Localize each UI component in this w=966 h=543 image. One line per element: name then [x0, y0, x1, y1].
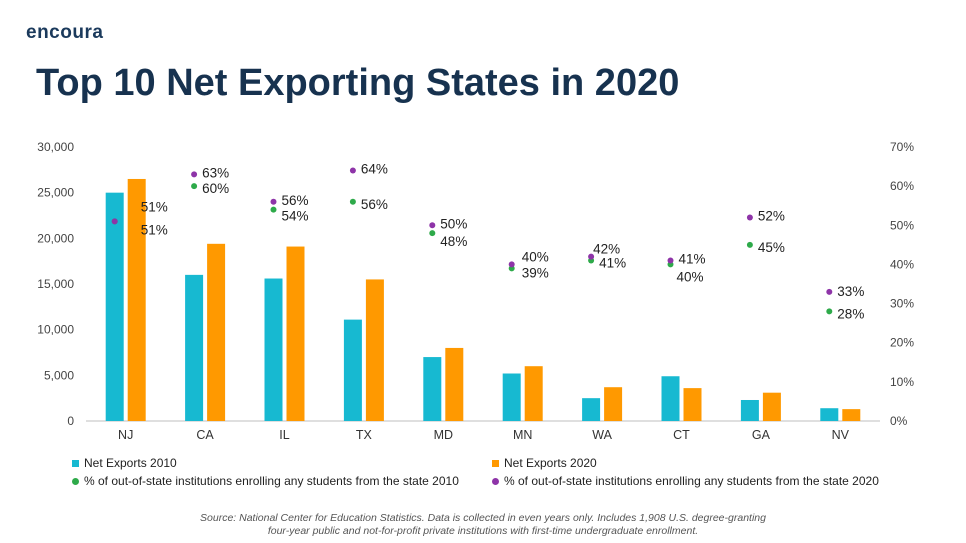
point-pct-2010-il: [270, 206, 277, 213]
right-tick-label: 20%: [890, 336, 914, 350]
left-tick-label: 20,000: [37, 231, 74, 245]
right-tick-label: 30%: [890, 297, 914, 311]
bar-net-2010-nj: [105, 192, 124, 421]
data-label-pct-2010: 39%: [522, 265, 549, 280]
data-label-pct-2010: 28%: [837, 306, 864, 321]
bar-net-2010-nv: [820, 408, 839, 421]
data-label-pct-2020: 40%: [522, 249, 549, 264]
bar-net-2020-ga: [762, 392, 781, 421]
left-tick-label: 0: [67, 414, 74, 428]
point-pct-2010-md: [429, 230, 436, 237]
bar-net-2010-md: [423, 357, 442, 421]
legend-item-net-2020: Net Exports 2020: [492, 456, 597, 470]
data-label-pct-2010: 48%: [440, 234, 467, 249]
data-label-pct-2010: 45%: [758, 240, 785, 255]
x-tick-label: MN: [513, 428, 532, 442]
point-pct-2020-ct: [667, 257, 674, 264]
left-tick-label: 15,000: [37, 277, 74, 291]
point-pct-2010-ga: [746, 241, 753, 248]
x-tick-label: MD: [434, 428, 453, 442]
bar-net-2020-il: [286, 246, 305, 421]
data-label-pct-2010: 41%: [599, 256, 626, 271]
legend-item-pct-2020: % of out-of-state institutions enrolling…: [492, 474, 879, 488]
legend-swatch-net-2010: [72, 460, 79, 468]
data-label-pct-2020: 50%: [440, 216, 467, 231]
data-label-pct-2020: 52%: [758, 208, 785, 223]
data-label-pct-2020: 33%: [837, 284, 864, 299]
data-label-pct-2020: 63%: [202, 165, 229, 180]
bar-net-2020-nv: [842, 409, 861, 421]
slide-title: Top 10 Net Exporting States in 2020: [36, 62, 680, 104]
bar-net-2020-mn: [524, 366, 543, 421]
data-label-pct-2010: 56%: [361, 197, 388, 212]
point-pct-2020-wa: [588, 253, 595, 260]
bar-net-2020-nj: [127, 178, 146, 421]
bar-net-2020-tx: [365, 279, 384, 421]
point-pct-2020-nv: [826, 288, 833, 295]
data-label-pct-2010: 54%: [282, 209, 309, 224]
point-pct-2010-ca: [191, 183, 198, 190]
x-tick-label: TX: [356, 428, 373, 442]
right-tick-label: 10%: [890, 375, 914, 389]
legend-item-pct-2010: % of out-of-state institutions enrolling…: [72, 474, 459, 488]
right-tick-label: 70%: [890, 140, 914, 154]
data-label-pct-2020: 41%: [679, 252, 706, 267]
x-tick-label: NJ: [118, 428, 133, 442]
bar-net-2020-md: [445, 347, 464, 421]
right-tick-label: 50%: [890, 218, 914, 232]
x-tick-label: IL: [279, 428, 289, 442]
data-label-pct-2020: 56%: [282, 193, 309, 208]
data-label-pct-2020: 42%: [593, 242, 620, 257]
bar-net-2020-ca: [207, 243, 226, 421]
data-label-pct-2020: 51%: [141, 199, 168, 214]
x-tick-label: NV: [832, 428, 850, 442]
bar-net-2010-ga: [740, 399, 759, 421]
bar-net-2010-wa: [582, 398, 601, 421]
bar-net-2010-ca: [185, 274, 204, 421]
x-tick-label: CT: [673, 428, 690, 442]
point-pct-2010-tx: [349, 198, 356, 205]
point-pct-2020-ga: [746, 214, 753, 221]
point-pct-2020-ca: [191, 171, 198, 178]
data-label-pct-2010: 60%: [202, 181, 229, 196]
x-tick-label: GA: [752, 428, 771, 442]
point-pct-2010-nv: [826, 308, 833, 315]
point-pct-2020-tx: [349, 167, 356, 174]
bar-net-2020-wa: [604, 387, 623, 421]
data-label-pct-2010: 51%: [141, 222, 168, 237]
legend-marker-pct-2020: [492, 478, 499, 486]
right-tick-label: 60%: [890, 179, 914, 193]
x-tick-label: WA: [592, 428, 612, 442]
left-tick-label: 30,000: [37, 140, 74, 154]
bar-net-2010-ct: [661, 376, 680, 421]
legend-swatch-net-2020: [492, 460, 499, 468]
bar-net-2010-il: [264, 278, 283, 421]
data-label-pct-2010: 40%: [677, 269, 704, 284]
left-tick-label: 10,000: [37, 323, 74, 337]
x-tick-label: CA: [196, 428, 214, 442]
bar-net-2010-mn: [502, 373, 521, 421]
point-pct-2020-nj: [111, 218, 118, 225]
point-pct-2020-mn: [508, 261, 515, 268]
right-tick-label: 40%: [890, 257, 914, 271]
bar-net-2020-ct: [683, 388, 702, 421]
left-tick-label: 5,000: [44, 368, 74, 382]
encoura-logo: encoura: [26, 22, 104, 43]
source-note: Source: National Center for Education St…: [200, 512, 766, 537]
left-tick-label: 25,000: [37, 186, 74, 200]
point-pct-2020-il: [270, 198, 277, 205]
data-label-pct-2020: 64%: [361, 161, 388, 176]
bar-net-2010-tx: [343, 319, 362, 421]
legend-marker-pct-2010: [72, 478, 79, 486]
legend-item-net-2010: Net Exports 2010: [72, 456, 177, 470]
point-pct-2020-md: [429, 222, 436, 229]
right-tick-label: 0%: [890, 414, 908, 428]
